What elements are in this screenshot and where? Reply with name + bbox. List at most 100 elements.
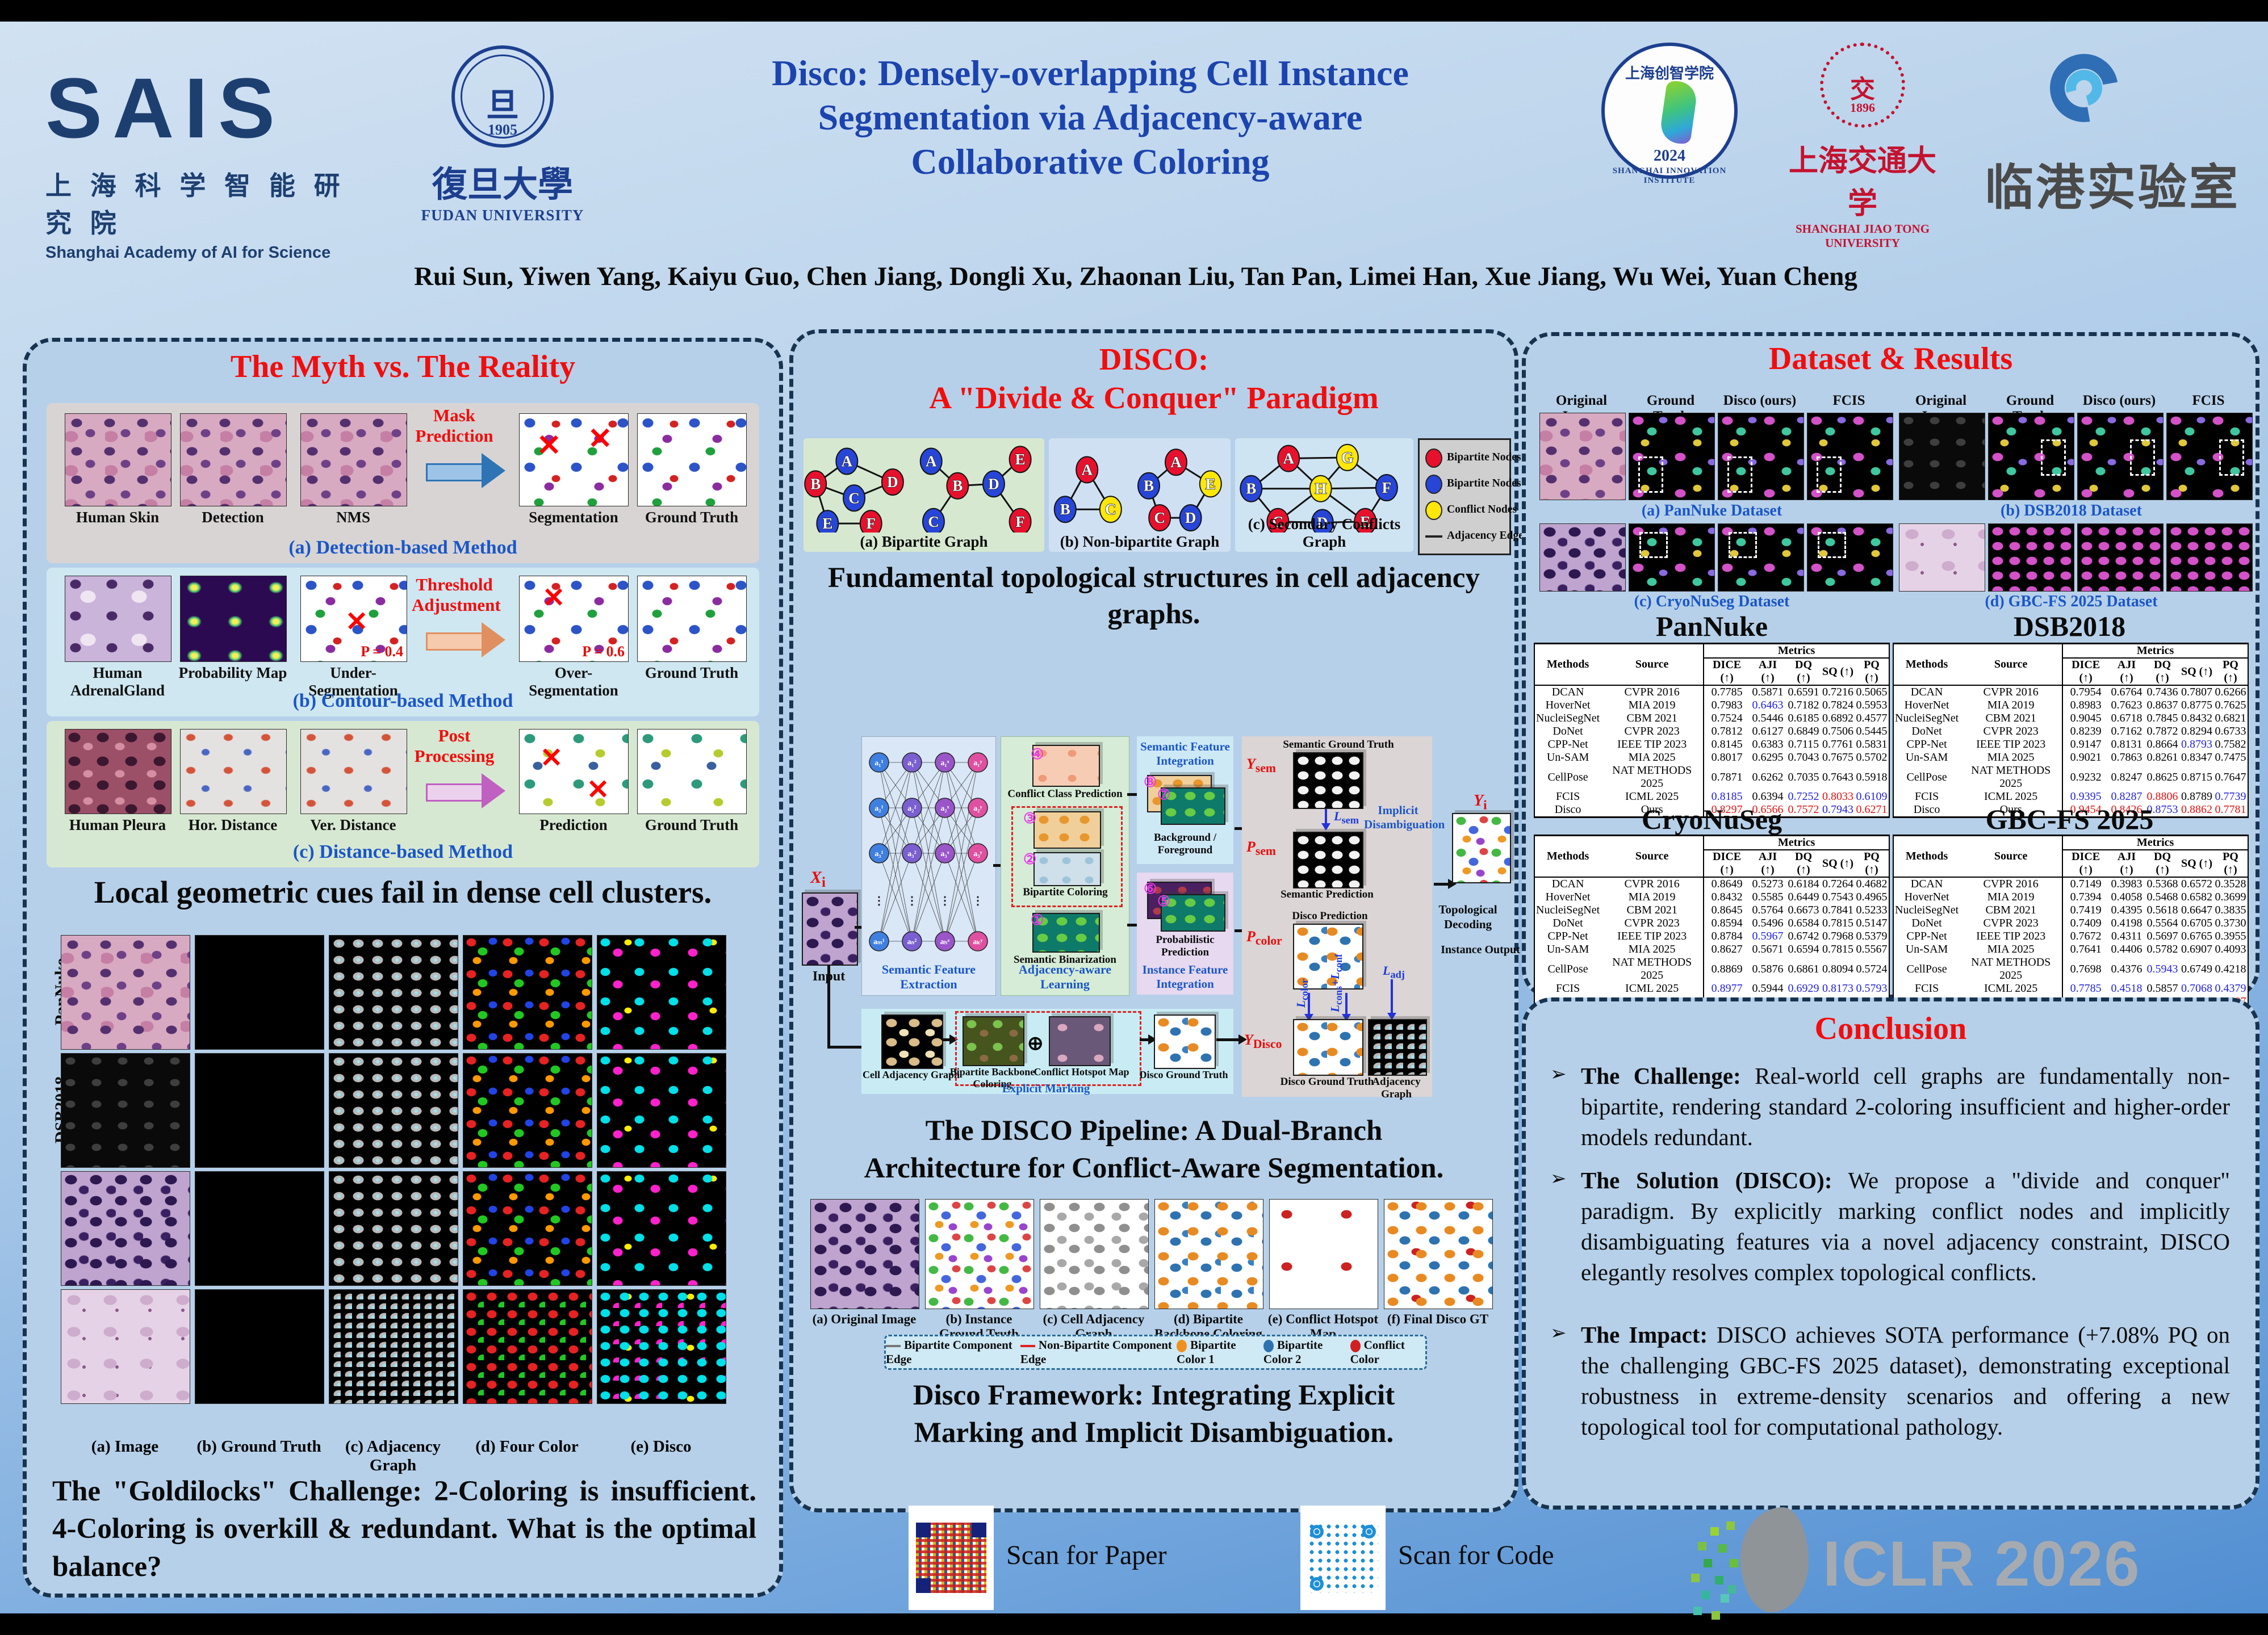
svg-text:D: D — [988, 475, 999, 492]
svg-text:a₂²: a₂² — [907, 804, 916, 813]
label-human-skin: Human Skin — [76, 509, 160, 526]
arrow-shaft — [426, 463, 483, 481]
results-table-pannuke: Methods Source Metrics DICE (↑) AJI (↑) DQ (↑… — [1534, 643, 1890, 818]
sii-ribbon-icon — [1658, 81, 1699, 144]
legend-text: Bipartite Nodes — [1447, 477, 1521, 489]
svg-text:E: E — [1360, 513, 1370, 530]
thumb-prediction — [519, 729, 629, 814]
mid-title-line-2: A "Divide & Conquer" Paradigm — [929, 380, 1379, 415]
res-cryo-gt — [1629, 523, 1715, 592]
bullet-text: The Solution (DISCO): We propose a "divi… — [1581, 1165, 2230, 1288]
scan-for-paper-label: Scan for Paper — [1006, 1540, 1167, 1570]
zoom-box — [1638, 456, 1663, 493]
legend-text: Conflict Color — [1350, 1338, 1405, 1366]
instance-output-label: Instance Output — [1441, 944, 1520, 956]
p-threshold-06: P = 0.6 — [582, 643, 625, 660]
arrow-strip-dis — [1216, 1034, 1247, 1045]
lcolor-arrow — [1304, 993, 1313, 1021]
thumb-over-seg: P = 0.6 — [519, 576, 629, 662]
disco-pred-label: Disco Prediction — [1292, 910, 1368, 922]
semantic-feature-extraction-box: a₁¹ a₂¹ a₃¹ aₘ¹ ⋮ a₁² a₂² a₃² aₙ² ⋮ a₁ˣ a₂ˣ a₃ˣ aₕˣ ⋮ a… — [861, 736, 996, 996]
legend-text: Bipartite Color 1 — [1177, 1338, 1236, 1366]
framework-caption-line1: Disco Framework: Integrating Explicit — [913, 1380, 1395, 1411]
explicit-marking-label: Explicit Marking — [1002, 1081, 1090, 1095]
fw-caption-final: (f) Final Disco GT — [1387, 1312, 1489, 1326]
res-gbc-fcis — [2166, 523, 2253, 592]
sfi-cube-front — [1161, 787, 1225, 825]
svg-text:B: B — [952, 477, 963, 494]
grid-r1-image — [61, 935, 190, 1050]
svg-text:F: F — [866, 515, 876, 532]
sais-chinese-name: 上 海 科 学 智 能 研 究 院 — [45, 171, 346, 238]
svg-text:F: F — [1382, 479, 1392, 496]
legend-edges: Adjacency Edges — [1425, 526, 1528, 546]
grid-r4-disco — [597, 1289, 726, 1404]
svg-text:G: G — [1341, 449, 1353, 466]
var-pcolor: Pcolor — [1246, 928, 1282, 948]
bullet-body: We propose a "divide and conquer" paradi… — [1581, 1167, 2230, 1286]
backbone-coloring-cube — [963, 1016, 1024, 1066]
results-title: Dataset & Results — [1768, 341, 2013, 376]
svg-text:⋮: ⋮ — [939, 895, 951, 907]
method-b-box: P = 0.4 Threshold Adjustment P = 0.6 Hum… — [47, 568, 759, 716]
svg-text:C: C — [1154, 509, 1165, 526]
orange-dot-icon — [1177, 1340, 1187, 1353]
results-table-cryo: Methods Source Metrics DICE (↑) AJI (↑) DQ (↑… — [1534, 835, 1890, 1010]
svg-text:aₙ²: aₙ² — [907, 938, 917, 946]
legend-text: Non-Bipartite Component Edge — [1020, 1338, 1172, 1366]
var-ydisco: YDisco — [1244, 1032, 1282, 1051]
bipartite-coloring-dashed-box: ③ ② Bipartite Coloring — [1011, 806, 1123, 907]
res-gbc-orig — [1899, 523, 1985, 592]
grid-r2-image — [61, 1053, 190, 1168]
implicit-disambiguation-label: Implicit Disambiguation — [1364, 803, 1445, 832]
svg-text:E: E — [1206, 475, 1216, 492]
res-dsb-gt — [1988, 413, 2074, 500]
arrow-head — [482, 453, 505, 488]
label-detection: Detection — [202, 509, 264, 526]
fw-instance-gt — [925, 1199, 1034, 1309]
bullet-arrow-icon: ➢ — [1550, 1322, 1567, 1344]
title-line-3: Collaborative Coloring — [911, 141, 1270, 182]
conclusion-bullet-impact: ➢ The Impact: DISCO achieves SOTA perfor… — [1550, 1319, 2230, 1442]
topological-decoding-label: Topological Decoding — [1438, 903, 1497, 932]
grid-r3-gt — [195, 1171, 324, 1286]
legend-text: Conflict Nodes — [1447, 504, 1517, 515]
caption-method-b: (b) Contour-based Method — [292, 690, 513, 711]
svg-text:a₁ʸ: a₁ʸ — [973, 759, 982, 768]
svg-text:D: D — [1185, 509, 1196, 526]
zoom-box — [2041, 439, 2066, 476]
fudan-chinese-name: 復旦大學 — [432, 166, 573, 204]
colh-fcis-b: FCIS — [2192, 393, 2225, 408]
legend-bipartite-blue: Bipartite Nodes — [1425, 474, 1521, 494]
label-nms: NMS — [336, 509, 370, 526]
var-ysem: Ysem — [1246, 756, 1276, 775]
authors-line: Rui Sun, Yiwen Yang, Kaiyu Guo, Chen Jia… — [414, 262, 1857, 291]
legend-color2: Bipartite Color 2 — [1263, 1338, 1350, 1366]
yellow-node-icon — [1425, 500, 1442, 520]
iclr-pixels-icon — [1726, 1521, 1735, 1530]
qr-finder-icon — [1310, 1577, 1324, 1591]
sjtu-seal-glyph: 交 — [1850, 76, 1875, 103]
thumb-under-seg: P = 0.4 — [300, 576, 407, 662]
probabilistic-label: Probabilistic Prediction — [1156, 934, 1215, 958]
bgfg-label: Background / Foreground — [1154, 832, 1216, 856]
label-pleura: Human Pleura — [69, 816, 166, 833]
circled-5: ⑤ — [1157, 893, 1171, 909]
table-title-gbc: GBC-FS 2025 — [1985, 803, 2154, 835]
grid-r2-disco — [597, 1053, 726, 1168]
svg-text:a₂ˣ: a₂ˣ — [940, 804, 949, 813]
error-cross-icon — [345, 606, 368, 638]
elbow-line-v — [827, 965, 830, 1049]
backbone-coloring-label: Bipartite Backbone Coloring — [949, 1066, 1035, 1089]
zoom-box — [1817, 456, 1842, 493]
svg-text:B: B — [1246, 480, 1256, 497]
caption-method-a: (a) Detection-based Method — [288, 537, 517, 558]
sais-logo: SAIS 上 海 科 学 智 能 研 究 院 Shanghai Academy … — [45, 65, 363, 262]
strip-disco-gt-cube — [1154, 1014, 1216, 1069]
qr-finder-icon — [1362, 1525, 1376, 1538]
conclusion-bullet-challenge: ➢ The Challenge: Real-world cell graphs … — [1550, 1060, 2230, 1152]
grid-col-caption-gt: (b) Ground Truth — [196, 1437, 321, 1456]
sjtu-seal-icon: 交 1896 — [1820, 43, 1905, 128]
secondary-conflicts-graph-figure: A G B H F C D E (c) Secondary Conflicts Graph — [1235, 438, 1413, 552]
